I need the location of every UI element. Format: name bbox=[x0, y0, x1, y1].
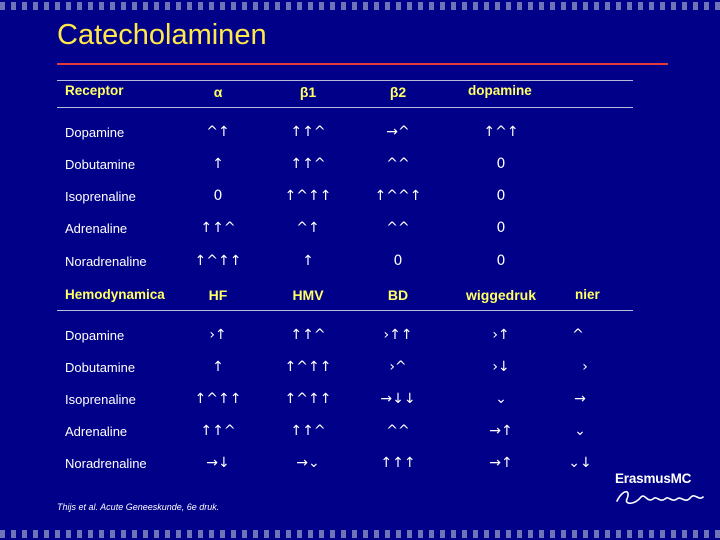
logo-script bbox=[616, 490, 704, 505]
table-cell: ^↑ bbox=[296, 220, 320, 236]
table-cell: ↑↑↑ bbox=[380, 455, 416, 471]
table-cell: →^ bbox=[386, 124, 410, 140]
table-cell: → bbox=[574, 391, 586, 407]
table-cell: ↑ bbox=[212, 156, 224, 172]
table-cell: ⌄ bbox=[574, 423, 586, 439]
table-cell: ›↑ bbox=[492, 327, 510, 343]
row-label: Isoprenaline bbox=[65, 392, 136, 407]
bottom-dotted-border bbox=[0, 530, 720, 538]
table2-header-hemodynamica: Hemodynamica bbox=[65, 287, 165, 302]
row-label: Dobutamine bbox=[65, 157, 136, 172]
title-underline bbox=[57, 63, 668, 65]
table2-header-hf: HF bbox=[208, 287, 228, 303]
table-cell: ^^ bbox=[386, 423, 410, 439]
table-cell: ↑^^↑ bbox=[374, 188, 422, 204]
table1-header-beta2: β2 bbox=[389, 84, 407, 100]
table1-top-rule bbox=[57, 80, 633, 81]
table1-header-rule bbox=[57, 107, 633, 108]
table-cell: ↑↑^ bbox=[200, 220, 236, 236]
table-cell: ↑↑^ bbox=[290, 423, 326, 439]
table-cell: →↓ bbox=[206, 455, 230, 471]
table-cell: ↑^↑↑ bbox=[194, 253, 242, 269]
row-label: Dopamine bbox=[65, 328, 125, 343]
table-cell: 0 bbox=[496, 253, 506, 269]
slide-title: Catecholaminen bbox=[57, 19, 267, 51]
row-label: Adrenaline bbox=[65, 424, 128, 439]
table2-header-wiggedruk: wiggedruk bbox=[465, 287, 536, 303]
table-cell: 0 bbox=[496, 188, 506, 204]
row-label: Noradrenaline bbox=[65, 456, 147, 471]
table-cell: ⌄↓ bbox=[568, 455, 592, 471]
table-cell: ↑↑^ bbox=[290, 156, 326, 172]
row-label: Dobutamine bbox=[65, 360, 136, 375]
table-cell: ^ bbox=[572, 327, 584, 343]
table-cell: ↑ bbox=[212, 359, 224, 375]
table-cell: ↑^↑↑ bbox=[194, 391, 242, 407]
table-cell: ↑ bbox=[302, 253, 314, 269]
table-cell: ↑^↑↑ bbox=[284, 188, 332, 204]
table-cell: 0 bbox=[496, 220, 506, 236]
table-cell: →↑ bbox=[489, 423, 513, 439]
table-cell: 0 bbox=[213, 188, 223, 204]
table-cell: ↑↑^ bbox=[200, 423, 236, 439]
table1-header-receptor: Receptor bbox=[65, 83, 124, 98]
table2-header-bd: BD bbox=[387, 287, 409, 303]
table-cell: 0 bbox=[496, 156, 506, 172]
erasmus-mc-logo: ErasmusMC bbox=[615, 471, 707, 511]
table-cell: ›↑ bbox=[209, 327, 227, 343]
table-cell: 0 bbox=[393, 253, 403, 269]
table-cell: →↓↓ bbox=[380, 391, 416, 407]
table-cell: ↑^↑↑ bbox=[284, 391, 332, 407]
table2-header-rule bbox=[57, 310, 633, 311]
table-cell: →↑ bbox=[489, 455, 513, 471]
table-cell: ›↓ bbox=[492, 359, 510, 375]
row-label: Adrenaline bbox=[65, 221, 128, 236]
table1-header-alpha: α bbox=[213, 84, 223, 100]
row-label: Noradrenaline bbox=[65, 254, 147, 269]
table1-header-dopamine: dopamine bbox=[468, 83, 532, 98]
logo-name: ErasmusMC bbox=[615, 471, 692, 486]
table-cell: →⌄ bbox=[296, 455, 320, 471]
table2-header-hmv: HMV bbox=[292, 287, 324, 303]
table1-header-beta1: β1 bbox=[299, 84, 317, 100]
table-cell: ↑↑^ bbox=[290, 327, 326, 343]
table2-header-nier: nier bbox=[575, 287, 600, 302]
table-cell: ↑^↑ bbox=[483, 124, 519, 140]
table-cell: ↑↑^ bbox=[290, 124, 326, 140]
table-cell: ^^ bbox=[386, 156, 410, 172]
row-label: Dopamine bbox=[65, 125, 125, 140]
row-label: Isoprenaline bbox=[65, 189, 136, 204]
top-dotted-border bbox=[0, 2, 720, 10]
table-cell: ⌄ bbox=[495, 391, 507, 407]
table-cell: ^^ bbox=[386, 220, 410, 236]
table-cell: ›^ bbox=[389, 359, 407, 375]
table-cell: ↑^↑↑ bbox=[284, 359, 332, 375]
table-cell: ›↑↑ bbox=[383, 327, 413, 343]
table-cell: › bbox=[582, 359, 588, 375]
citation: Thijs et al. Acute Geneeskunde, 6e druk. bbox=[57, 502, 220, 512]
table-cell: ^↑ bbox=[206, 124, 230, 140]
